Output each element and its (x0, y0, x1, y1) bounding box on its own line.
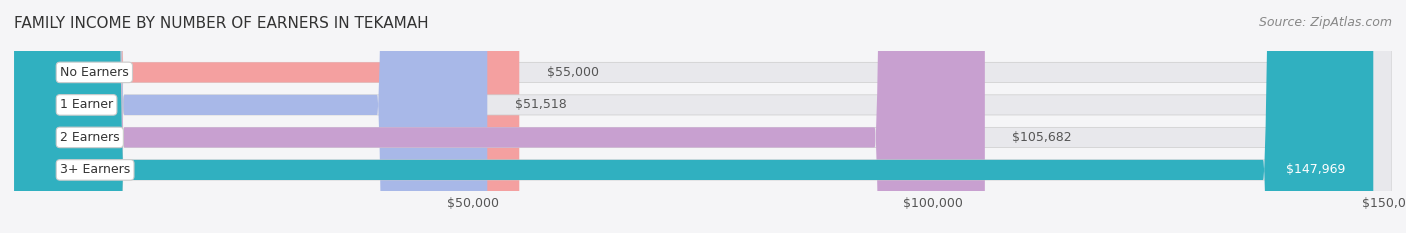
FancyBboxPatch shape (14, 0, 1392, 233)
FancyBboxPatch shape (14, 0, 519, 233)
FancyBboxPatch shape (14, 0, 1392, 233)
Text: Source: ZipAtlas.com: Source: ZipAtlas.com (1258, 16, 1392, 29)
FancyBboxPatch shape (14, 0, 984, 233)
Text: No Earners: No Earners (60, 66, 129, 79)
Text: FAMILY INCOME BY NUMBER OF EARNERS IN TEKAMAH: FAMILY INCOME BY NUMBER OF EARNERS IN TE… (14, 16, 429, 31)
Text: $147,969: $147,969 (1286, 163, 1346, 176)
Text: $51,518: $51,518 (515, 98, 567, 111)
Text: 1 Earner: 1 Earner (60, 98, 112, 111)
Text: $105,682: $105,682 (1012, 131, 1071, 144)
FancyBboxPatch shape (14, 0, 488, 233)
Text: $55,000: $55,000 (547, 66, 599, 79)
Text: 2 Earners: 2 Earners (60, 131, 120, 144)
FancyBboxPatch shape (14, 0, 1374, 233)
Text: 3+ Earners: 3+ Earners (60, 163, 131, 176)
FancyBboxPatch shape (14, 0, 1392, 233)
FancyBboxPatch shape (14, 0, 1392, 233)
